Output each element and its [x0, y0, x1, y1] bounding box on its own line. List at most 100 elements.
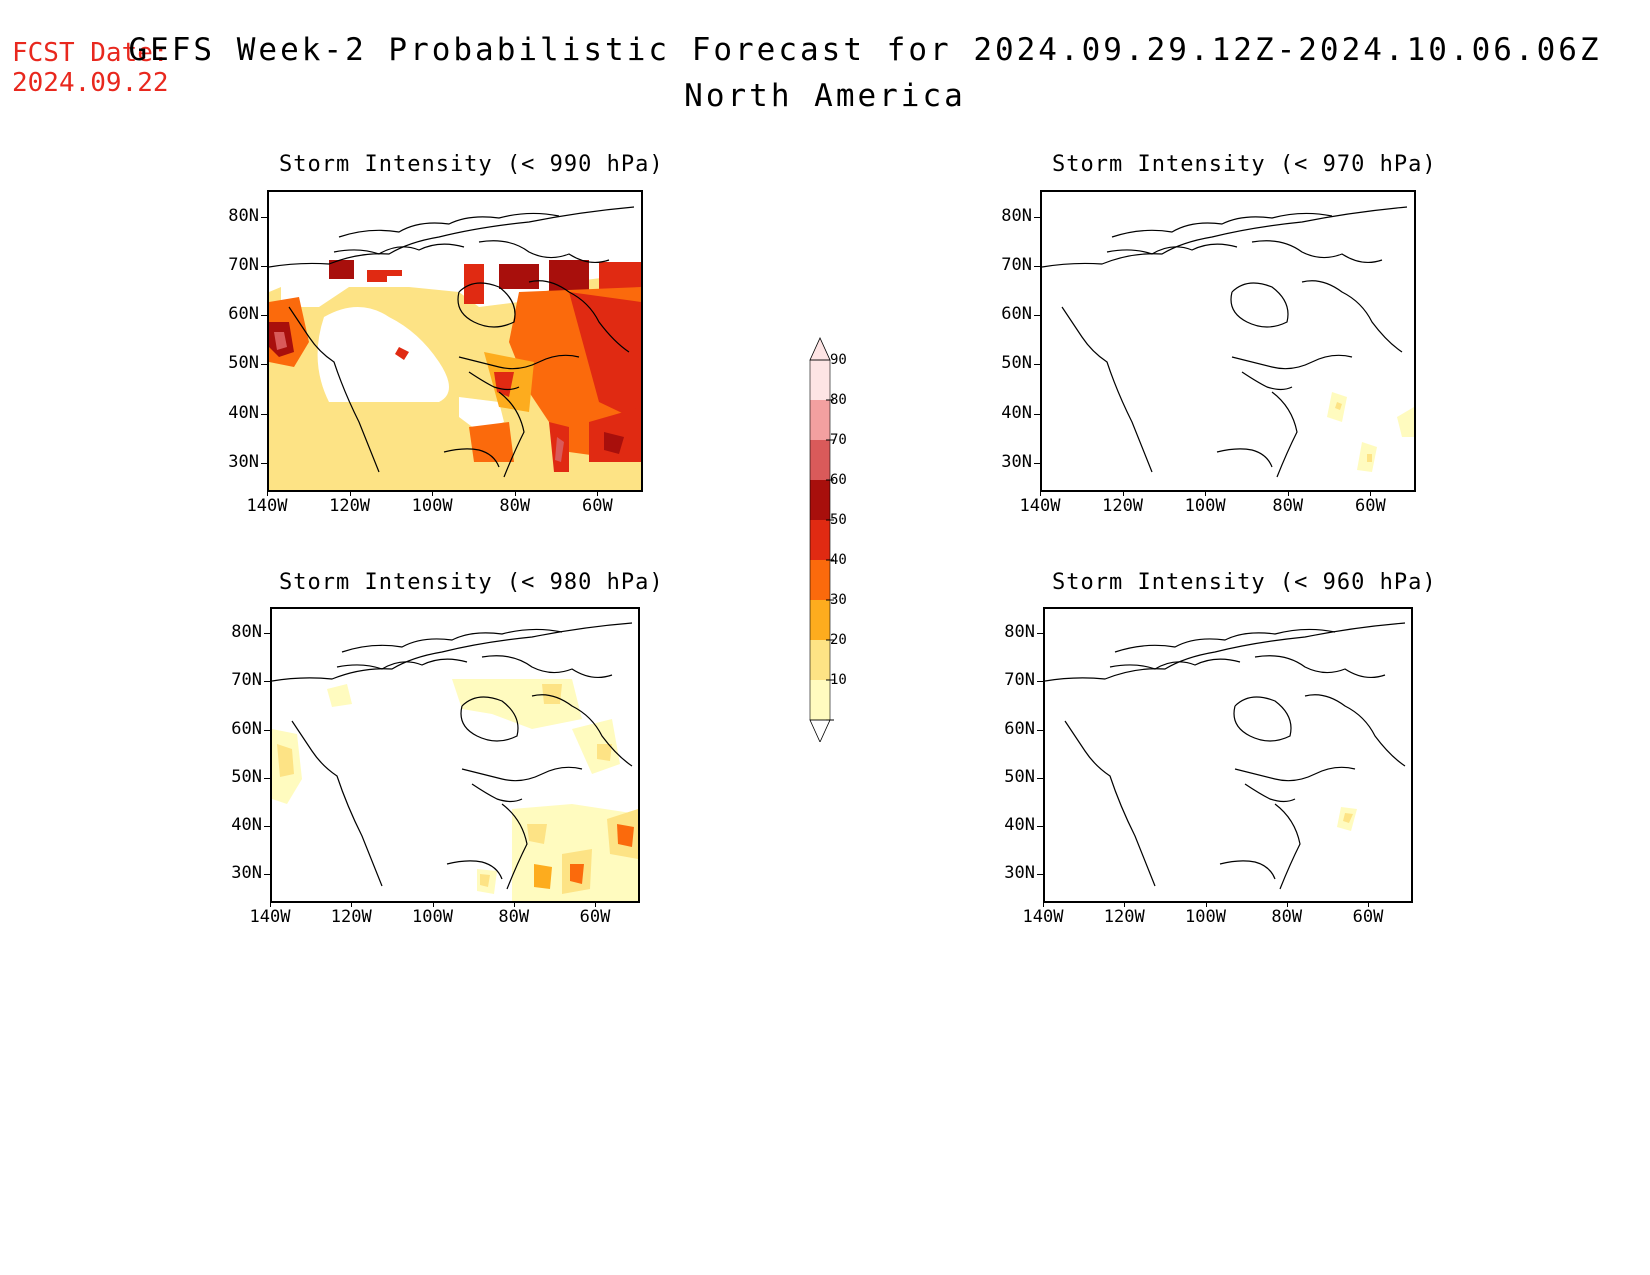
lat-label: 70N: [1004, 670, 1035, 691]
map-panel-990: [267, 190, 643, 492]
lat-tick: [261, 462, 267, 464]
map-svg-980: [272, 622, 638, 901]
lat-label: 80N: [1004, 622, 1035, 643]
lat-tick: [261, 216, 267, 218]
lon-label: 60W: [581, 496, 613, 516]
lon-label: 120W: [329, 496, 371, 516]
colorbar-segment: [810, 560, 830, 600]
lon-tick: [432, 901, 434, 907]
lon-label: 80W: [1271, 907, 1303, 927]
lat-label: 50N: [1001, 353, 1032, 374]
lon-tick: [1205, 901, 1207, 907]
lon-label: 140W: [246, 496, 288, 516]
lat-label: 80N: [231, 622, 262, 643]
lat-label: 50N: [231, 766, 262, 787]
lon-tick: [270, 901, 271, 907]
colorbar-level-label: 50: [830, 512, 847, 528]
lon-tick: [1122, 490, 1124, 496]
map-svg-990: [269, 192, 641, 490]
colorbar-segment: [810, 360, 830, 400]
lat-tick: [1034, 216, 1040, 218]
lon-tick: [1368, 901, 1369, 907]
map-svg-960: [1045, 622, 1406, 890]
lon-label: 140W: [1019, 496, 1061, 516]
lat-tick: [261, 364, 267, 366]
lon-label: 100W: [412, 907, 453, 927]
lon-label: 80W: [1272, 496, 1304, 516]
lat-tick: [264, 681, 270, 683]
colorbar-level-label: 70: [830, 432, 847, 448]
lat-tick: [264, 633, 270, 635]
lon-label: 100W: [411, 496, 453, 516]
fcst-label-text: FCST Date:: [12, 38, 169, 68]
colorbar-outline: [809, 359, 831, 721]
lon-label: 140W: [249, 907, 291, 927]
fcst-date-text: 2024.09.22: [12, 68, 169, 98]
probability-fill-980: [272, 679, 638, 901]
coastline-990: [269, 206, 635, 478]
lon-tick: [349, 490, 351, 496]
lat-tick: [1037, 681, 1043, 683]
panel-title-990: Storm Intensity (< 990 hPa): [279, 152, 664, 177]
colorbar-level-label: 60: [830, 472, 847, 488]
page-subtitle: North America: [684, 78, 966, 114]
lat-tick: [261, 413, 267, 415]
lon-label: 120W: [1103, 907, 1145, 927]
colorbar: [809, 337, 834, 742]
colorbar-segment: [810, 640, 830, 680]
colorbar-level-label: 10: [830, 672, 847, 688]
lat-tick: [1034, 364, 1040, 366]
lon-label: 60W: [1352, 907, 1384, 927]
lat-tick: [1037, 777, 1043, 779]
lat-tick: [1034, 315, 1040, 317]
lon-label: 60W: [1354, 496, 1386, 516]
lat-tick: [264, 826, 270, 827]
lon-label: 120W: [330, 907, 372, 927]
coastline-980: [272, 622, 633, 890]
probability-fill-960: [1337, 807, 1357, 831]
lat-tick: [1037, 729, 1043, 731]
panel-title-980: Storm Intensity (< 980 hPa): [279, 570, 664, 595]
lat-label: 30N: [231, 863, 262, 884]
lat-label: 50N: [228, 353, 259, 374]
lat-tick: [1037, 633, 1043, 635]
lat-label: 70N: [1001, 254, 1032, 275]
lat-label: 40N: [231, 815, 262, 835]
colorbar-level-label: 90: [830, 352, 847, 368]
panel-title-970: Storm Intensity (< 970 hPa): [1052, 152, 1437, 177]
lat-label: 60N: [228, 304, 259, 325]
lat-tick: [1034, 462, 1040, 464]
colorbar-bottom-cap: [809, 719, 831, 742]
panel-title-960: Storm Intensity (< 960 hPa): [1052, 570, 1437, 595]
lat-tick: [261, 265, 267, 267]
map-panel-960: [1043, 607, 1413, 903]
lon-tick: [1043, 901, 1044, 907]
probability-fill-990: [269, 192, 641, 490]
colorbar-level-label: 30: [830, 592, 847, 608]
fcst-date-label: FCST Date: 2024.09.22: [12, 38, 169, 98]
coastline-970: [1042, 206, 1408, 478]
lat-label: 80N: [228, 205, 259, 226]
lat-label: 50N: [1004, 766, 1035, 787]
lat-tick: [264, 874, 270, 876]
lon-label: 120W: [1102, 496, 1144, 516]
lon-tick: [1040, 490, 1041, 496]
lat-tick: [1037, 826, 1043, 827]
colorbar-level-label: 80: [830, 392, 847, 408]
lat-label: 70N: [228, 254, 259, 275]
colorbar-top-cap: [809, 337, 831, 361]
lon-tick: [595, 901, 596, 907]
colorbar-level-label: 20: [830, 632, 847, 648]
lon-tick: [1287, 490, 1289, 496]
lat-tick: [264, 729, 270, 731]
lat-label: 40N: [1001, 402, 1032, 423]
colorbar-level-label: 40: [830, 552, 847, 568]
lon-tick: [514, 490, 516, 496]
colorbar-segment: [810, 680, 830, 720]
colorbar-segment: [810, 600, 830, 640]
colorbar-segment: [810, 440, 830, 480]
lon-tick: [1286, 901, 1288, 907]
lon-label: 100W: [1184, 496, 1226, 516]
probability-fill-970: [1327, 392, 1414, 472]
lon-tick: [351, 901, 353, 907]
